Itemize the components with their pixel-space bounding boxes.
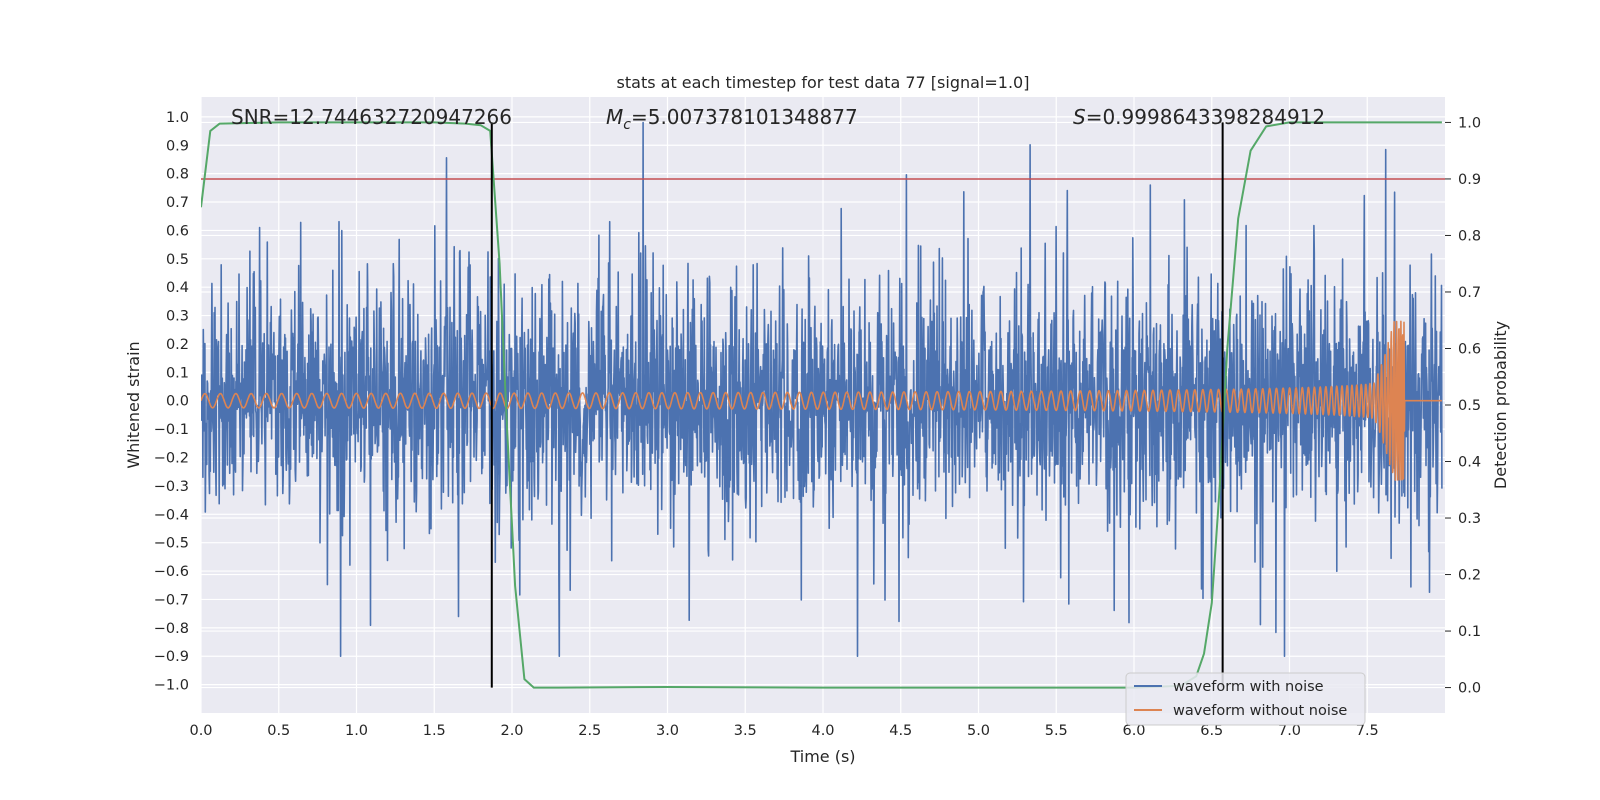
x-tick-label: 0.5 bbox=[267, 723, 290, 739]
snr-annotation: SNR=12.744632720947266 bbox=[231, 105, 512, 129]
x-tick-label: 1.0 bbox=[345, 723, 368, 739]
y-tick-label: −0.4 bbox=[154, 507, 189, 523]
y-tick-label: −0.6 bbox=[154, 564, 189, 580]
y2-tick-label: 0.4 bbox=[1458, 455, 1481, 471]
y2-tick-label: 0.6 bbox=[1458, 341, 1481, 357]
y-tick-label: 0.2 bbox=[166, 337, 189, 353]
x-tick-label: 3.0 bbox=[656, 723, 679, 739]
y2-tick-label: 0.7 bbox=[1458, 285, 1481, 301]
y2-tick-label: 0.0 bbox=[1458, 681, 1481, 697]
series-detection-probability bbox=[201, 121, 1442, 689]
y-axis-label: Whitened strain bbox=[124, 341, 143, 468]
x-tick-label: 2.0 bbox=[500, 723, 523, 739]
y2-tick-label: 0.1 bbox=[1458, 624, 1481, 640]
x-tick-label: 6.5 bbox=[1200, 723, 1223, 739]
y-tick-label: 0.4 bbox=[166, 280, 189, 296]
chirp-mass-subscript: c bbox=[623, 117, 631, 133]
y-tick-label: −0.1 bbox=[154, 422, 189, 438]
chirp-mass-annotation: Mc=5.007378101348877 bbox=[606, 105, 858, 133]
x-ticks: 0.0 0.5 1.0 1.5 2.0 2.5 3.0 3.5 4.0 4.5 5.0 5.5 6.0 6… bbox=[189, 723, 1378, 739]
y-tick-label: −0.3 bbox=[154, 479, 189, 495]
x-tick-label: 7.0 bbox=[1278, 723, 1301, 739]
s-annotation: S=0.9998643398284912 bbox=[1073, 105, 1325, 129]
legend-label-clean: waveform without noise bbox=[1173, 703, 1347, 719]
s-symbol: S bbox=[1073, 105, 1086, 129]
series-waveform-with-noise bbox=[201, 121, 1443, 657]
y-tick-label: 0.5 bbox=[166, 252, 189, 268]
x-tick-label: 7.5 bbox=[1356, 723, 1379, 739]
y-tick-label: −0.9 bbox=[154, 649, 189, 665]
x-tick-label: 4.0 bbox=[811, 723, 834, 739]
x-tick-label: 5.0 bbox=[967, 723, 990, 739]
y-tick-label: 0.3 bbox=[166, 309, 189, 325]
y2-axis-label: Detection probability bbox=[1491, 321, 1510, 489]
x-tick-label: 6.0 bbox=[1122, 723, 1145, 739]
y-tick-label: −0.7 bbox=[154, 592, 189, 608]
y2-tick-label: 1.0 bbox=[1458, 115, 1481, 131]
x-tick-label: 1.5 bbox=[423, 723, 446, 739]
vertical-markers bbox=[490, 122, 1224, 688]
s-value: =0.9998643398284912 bbox=[1086, 105, 1325, 129]
y2-tick-label: 0.5 bbox=[1458, 398, 1481, 414]
series-waveform-without-noise bbox=[201, 320, 1443, 481]
x-tick-label: 3.5 bbox=[734, 723, 757, 739]
y-ticks: 1.0 0.9 0.8 0.7 0.6 0.5 0.4 0.3 0.2 0.1 0.0 −0.1 −0.… bbox=[154, 110, 189, 694]
legend: waveform with noise waveform without noi… bbox=[1125, 672, 1366, 726]
y2-tick-label: 0.2 bbox=[1458, 568, 1481, 584]
y2-tick-label: 0.8 bbox=[1458, 228, 1481, 244]
y-tick-label: 0.1 bbox=[166, 365, 189, 381]
y2-ticks: 1.0 0.9 0.8 0.7 0.6 0.5 0.4 0.3 0.2 0.1 0.0 bbox=[1445, 115, 1481, 697]
chirp-mass-value: =5.007378101348877 bbox=[631, 105, 858, 129]
y-tick-label: −0.2 bbox=[154, 451, 189, 467]
y-tick-label: −0.8 bbox=[154, 621, 189, 637]
x-tick-label: 0.0 bbox=[189, 723, 212, 739]
y2-tick-label: 0.3 bbox=[1458, 511, 1481, 527]
chirp-mass-symbol: M bbox=[606, 105, 623, 129]
y-tick-label: 0.0 bbox=[166, 394, 189, 410]
x-axis-label: Time (s) bbox=[789, 747, 855, 766]
y-tick-label: 0.7 bbox=[166, 195, 189, 211]
chart-title: stats at each timestep for test data 77 … bbox=[617, 73, 1030, 92]
legend-box bbox=[1125, 672, 1366, 726]
x-tick-label: 4.5 bbox=[889, 723, 912, 739]
y2-tick-label: 0.9 bbox=[1458, 172, 1481, 188]
y-tick-label: 0.9 bbox=[166, 138, 189, 154]
legend-label-noise: waveform with noise bbox=[1173, 679, 1324, 695]
y-tick-label: 0.6 bbox=[166, 223, 189, 239]
y-tick-label: 1.0 bbox=[166, 110, 189, 126]
x-tick-label: 5.5 bbox=[1045, 723, 1068, 739]
x-tick-label: 2.5 bbox=[578, 723, 601, 739]
y-tick-label: −0.5 bbox=[154, 536, 189, 552]
y-tick-label: 0.8 bbox=[166, 167, 189, 183]
y-tick-label: −1.0 bbox=[154, 678, 189, 694]
